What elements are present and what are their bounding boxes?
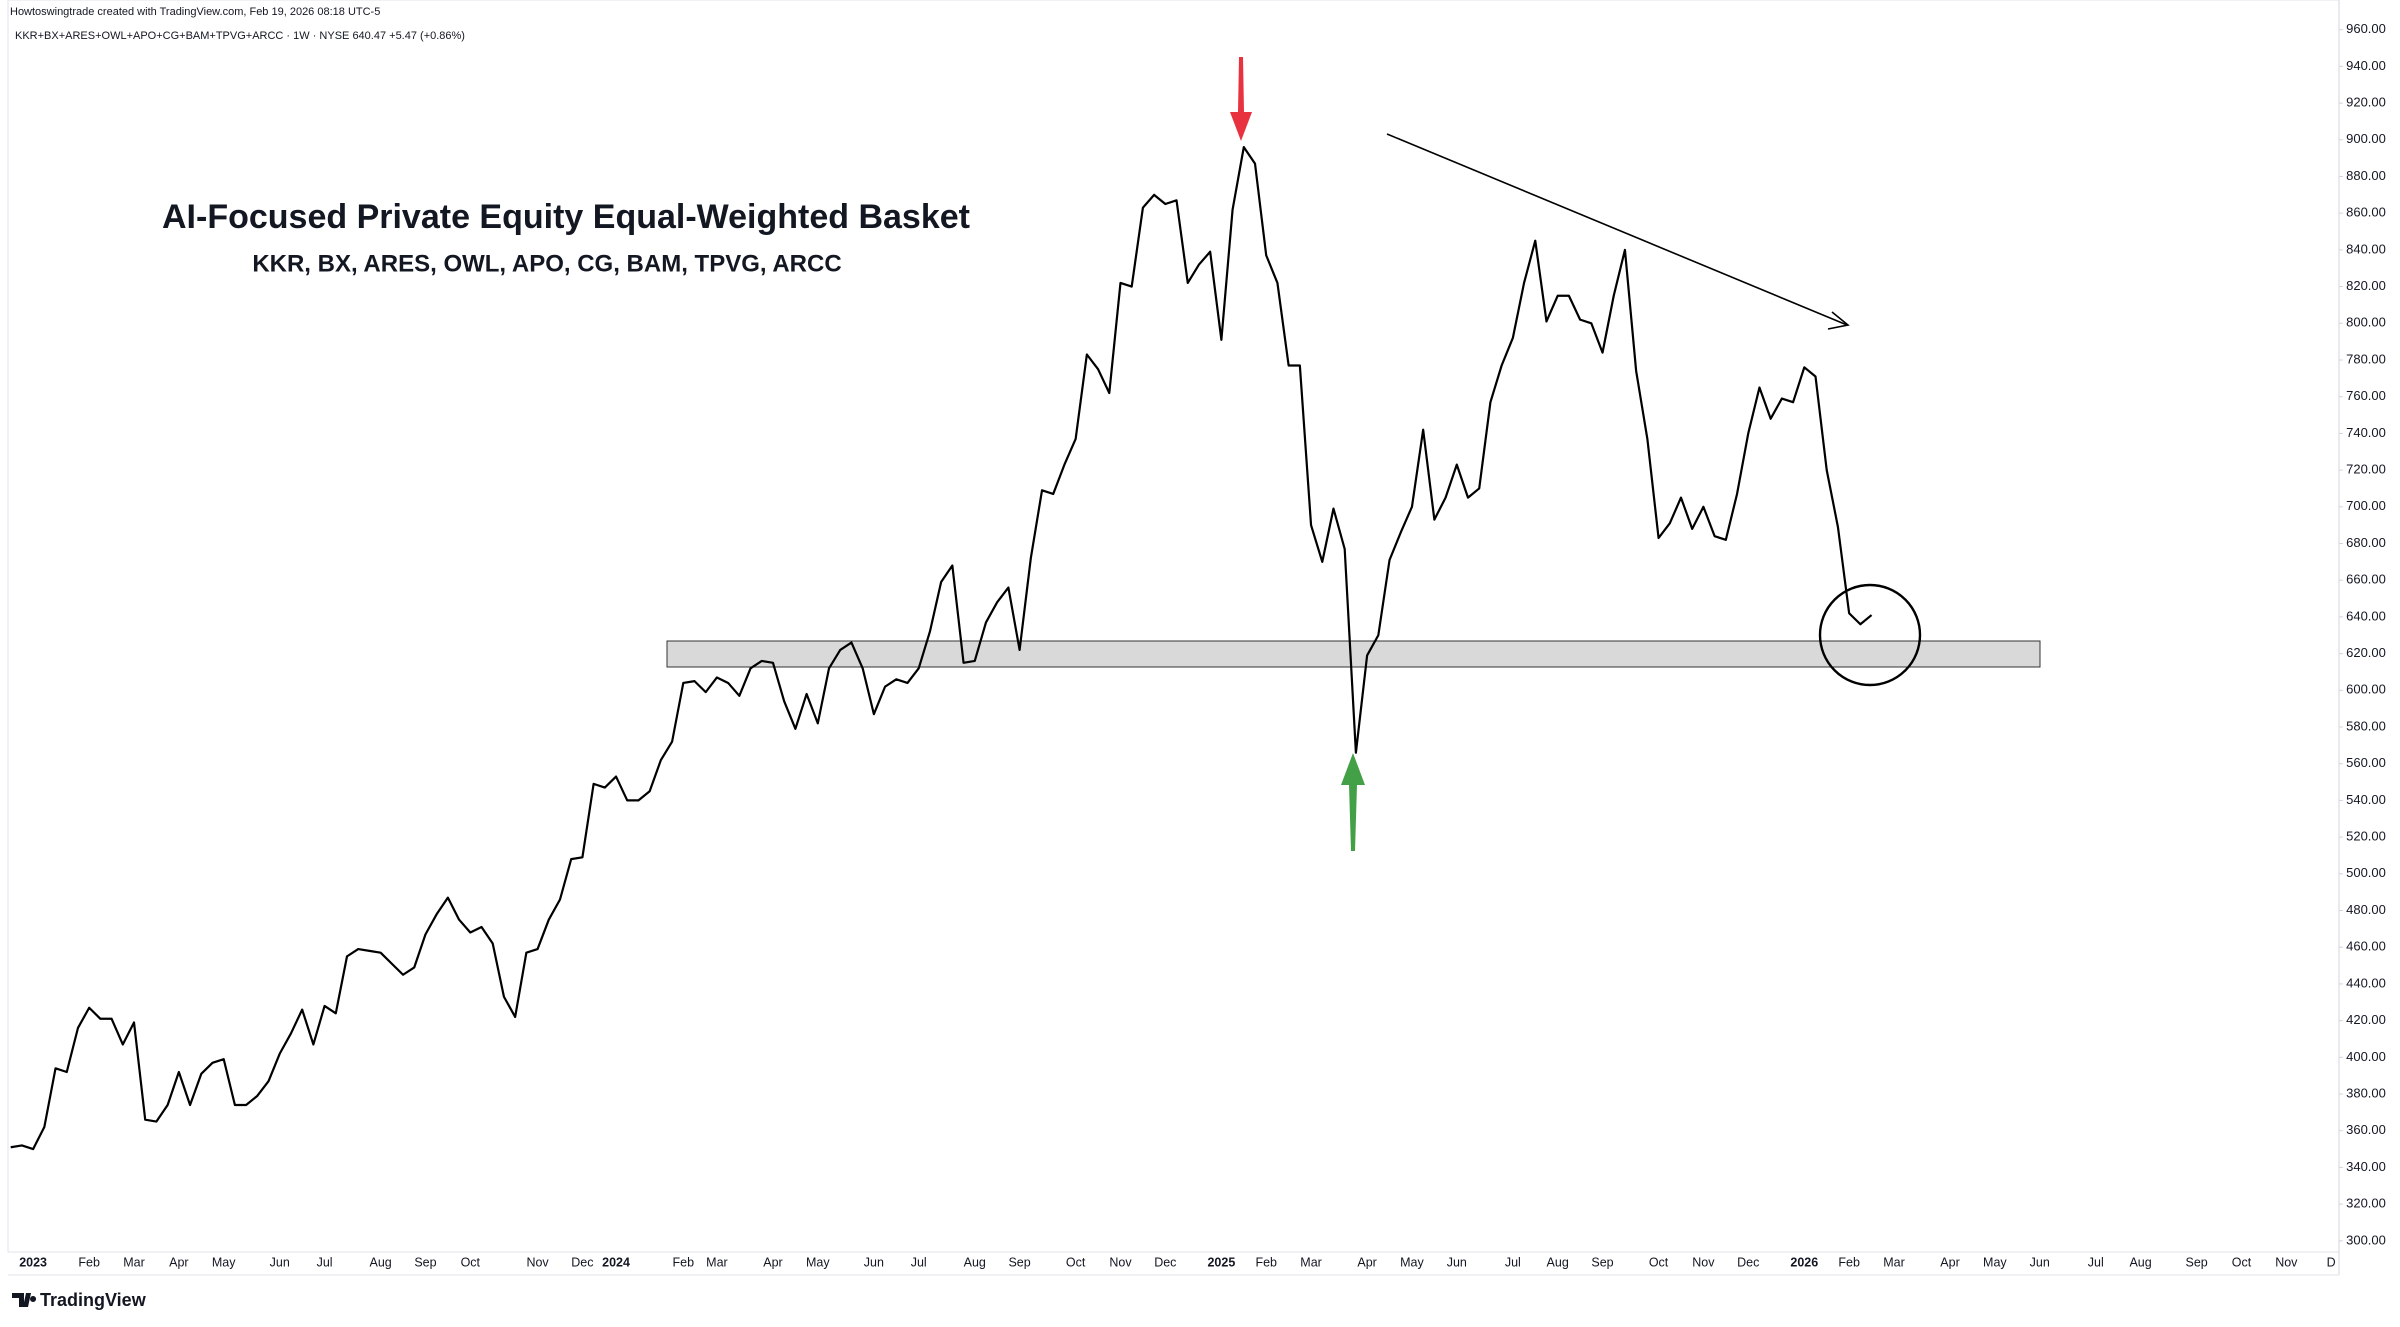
x-tick-label: Feb (1838, 1255, 1860, 1269)
support-zone (666, 640, 2041, 668)
top-arrow (1230, 57, 1252, 141)
x-tick-label: Dec (1154, 1255, 1176, 1269)
plot-border (7, 0, 2340, 1253)
x-tick-label: Dec (1737, 1255, 1759, 1269)
x-tick-label: Jul (1505, 1255, 1521, 1269)
y-tick-label: 840.00 (2346, 241, 2386, 256)
y-tick-label: 560.00 (2346, 755, 2386, 770)
x-tick-label: Oct (2232, 1255, 2252, 1269)
x-tick-label: 2024 (602, 1255, 630, 1269)
x-tick-label: May (1983, 1255, 2007, 1269)
y-tick-label: 880.00 (2346, 168, 2386, 183)
x-tick-label: Jul (911, 1255, 927, 1269)
x-tick-label: Dec (571, 1255, 593, 1269)
x-tick-label: Mar (123, 1255, 145, 1269)
y-tick-label: 460.00 (2346, 939, 2386, 954)
x-tick-label: D (2327, 1255, 2336, 1269)
logo-icon (12, 1293, 37, 1307)
x-tick-label: Jun (1447, 1255, 1467, 1269)
x-tick-label: Jul (317, 1255, 333, 1269)
trend-line (1386, 133, 1848, 326)
y-tick-label: 640.00 (2346, 608, 2386, 623)
x-tick-label: Mar (1883, 1255, 1905, 1269)
x-tick-label: Sep (1008, 1255, 1030, 1269)
y-tick-label: 380.00 (2346, 1085, 2386, 1100)
x-tick-label: Feb (1255, 1255, 1277, 1269)
y-tick-label: 960.00 (2346, 21, 2386, 36)
x-tick-label: Apr (763, 1255, 782, 1269)
y-tick-label: 600.00 (2346, 682, 2386, 697)
y-tick-label: 320.00 (2346, 1196, 2386, 1211)
y-tick-label: 480.00 (2346, 902, 2386, 917)
x-tick-label: Oct (1066, 1255, 1086, 1269)
x-tick-label: Aug (1547, 1255, 1569, 1269)
y-tick-label: 900.00 (2346, 131, 2386, 146)
y-tick-label: 620.00 (2346, 645, 2386, 660)
x-tick-label: Sep (2186, 1255, 2208, 1269)
x-tick-label: Apr (169, 1255, 188, 1269)
x-tick-label: Oct (1649, 1255, 1669, 1269)
y-tick-label: 680.00 (2346, 535, 2386, 550)
x-tick-label: Aug (370, 1255, 392, 1269)
y-tick-label: 440.00 (2346, 975, 2386, 990)
y-tick-label: 860.00 (2346, 205, 2386, 220)
y-tick-label: 500.00 (2346, 865, 2386, 880)
x-tick-label: Nov (1692, 1255, 1715, 1269)
x-tick-label: 2026 (1790, 1255, 1818, 1269)
x-tick-label: Apr (1940, 1255, 1959, 1269)
logo: TradingView (12, 1290, 147, 1310)
highlight-circle (1818, 583, 1922, 687)
x-tick-label: May (212, 1255, 236, 1269)
x-tick-label: Jul (2088, 1255, 2104, 1269)
x-tick-label: 2025 (1207, 1255, 1235, 1269)
y-tick-label: 400.00 (2346, 1049, 2386, 1064)
y-tick-label: 740.00 (2346, 425, 2386, 440)
x-tick-label: Mar (1300, 1255, 1322, 1269)
x-tick-label: May (806, 1255, 830, 1269)
x-tick-label: Jun (864, 1255, 884, 1269)
symbol-line: KKR+BX+ARES+OWL+APO+CG+BAM+TPVG+ARCC · 1… (15, 30, 465, 42)
x-tick-label: Sep (414, 1255, 436, 1269)
bottom-arrow (1341, 753, 1365, 851)
y-tick-label: 660.00 (2346, 572, 2386, 587)
y-tick-label: 760.00 (2346, 388, 2386, 403)
x-tick-label: Jun (270, 1255, 290, 1269)
x-tick-label: Mar (706, 1255, 728, 1269)
y-tick-label: 340.00 (2346, 1159, 2386, 1174)
x-tick-label: Apr (1357, 1255, 1376, 1269)
y-tick-label: 540.00 (2346, 792, 2386, 807)
y-tick-label: 920.00 (2346, 95, 2386, 110)
y-tick-label: 940.00 (2346, 58, 2386, 73)
x-tick-label: Nov (2275, 1255, 2298, 1269)
logo-text: TradingView (40, 1290, 147, 1310)
attribution: Howtoswingtrade created with TradingView… (10, 6, 380, 18)
y-tick-label: 820.00 (2346, 278, 2386, 293)
y-tick-label: 720.00 (2346, 462, 2386, 477)
x-tick-label: Oct (461, 1255, 481, 1269)
x-tick-label: May (1400, 1255, 1424, 1269)
x-tick-label: Aug (964, 1255, 986, 1269)
x-tick-label: Feb (673, 1255, 695, 1269)
y-tick-label: 300.00 (2346, 1232, 2386, 1247)
y-tick-label: 580.00 (2346, 718, 2386, 733)
trend-arrow-head (1827, 311, 1850, 330)
chart-title: AI-Focused Private Equity Equal-Weighted… (162, 198, 970, 236)
x-tick-label: Nov (1109, 1255, 1132, 1269)
chart-subtitle: KKR, BX, ARES, OWL, APO, CG, BAM, TPVG, … (252, 250, 841, 277)
y-tick-label: 420.00 (2346, 1012, 2386, 1027)
y-tick-label: 780.00 (2346, 351, 2386, 366)
y-tick-label: 700.00 (2346, 498, 2386, 513)
x-tick-label: Feb (78, 1255, 100, 1269)
y-tick-label: 360.00 (2346, 1122, 2386, 1137)
x-tick-label: Sep (1591, 1255, 1613, 1269)
price-line (10, 146, 1873, 1151)
y-tick-label: 800.00 (2346, 315, 2386, 330)
x-tick-label: Nov (526, 1255, 549, 1269)
y-tick-label: 520.00 (2346, 829, 2386, 844)
x-tick-label: Jun (2030, 1255, 2050, 1269)
x-tick-label: 2023 (19, 1255, 47, 1269)
x-tick-label: Aug (2129, 1255, 2151, 1269)
